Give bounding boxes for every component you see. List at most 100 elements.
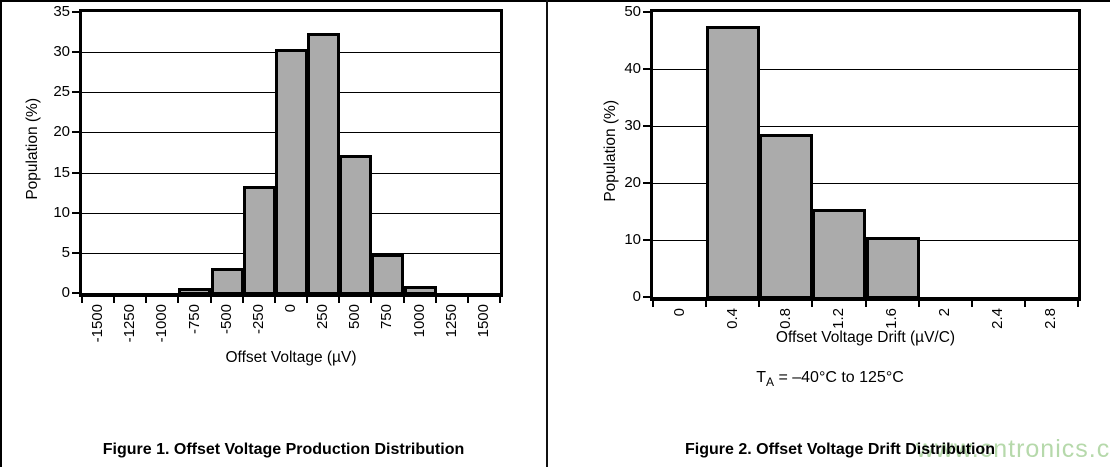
y-axis-tick [643,239,650,241]
histogram-bar [275,49,308,295]
histogram-bar [759,134,813,299]
x-tick-label: 0 [282,304,299,313]
histogram-bar [243,186,276,295]
y-tick-label: 10 [53,204,70,221]
y-axis-tick [72,172,79,174]
top-border-line [0,0,1110,2]
x-tick-label: -1500 [89,304,106,343]
histogram-bar [706,26,760,299]
figure2-caption: Figure 2. Offset Voltage Drift Distribut… [685,441,995,458]
figure1-y-axis-title: Population (%) [24,98,41,200]
left-border-line [0,0,2,467]
x-axis-tick [971,301,973,307]
figure2-temperature-condition: TA = –40°C to 125°C [600,369,1060,389]
y-axis-tick [72,212,79,214]
x-axis-tick [499,297,501,303]
x-axis-tick [370,297,372,303]
x-tick-label: 250 [314,304,331,330]
y-gridline [653,183,1078,184]
condition-value: = –40°C to 125°C [774,369,904,386]
x-tick-label: 0.8 [777,308,794,329]
figure1-x-axis-title: Offset Voltage (µV) [225,349,357,366]
y-tick-label: 35 [53,3,70,20]
x-axis-tick [274,297,276,303]
x-tick-label: 1.6 [883,308,900,329]
x-tick-label: -750 [186,304,203,335]
histogram-bar [339,155,372,295]
histogram-bar [404,286,437,295]
x-axis-tick [811,301,813,307]
x-axis-tick [1024,301,1026,307]
y-axis-tick [643,68,650,70]
histogram-bar [371,254,404,295]
y-axis-tick [643,11,650,13]
y-tick-label: 30 [53,43,70,60]
y-axis-tick [72,11,79,13]
y-tick-label: 10 [624,231,641,248]
y-axis-tick [72,91,79,93]
x-axis-tick [81,297,83,303]
histogram-bar [812,209,866,300]
histogram-bar [178,288,211,295]
x-axis-tick [338,297,340,303]
y-axis-tick [643,125,650,127]
y-tick-label: 30 [624,117,641,134]
x-tick-label: 1500 [475,304,492,338]
y-axis-tick [72,51,79,53]
x-tick-label: 2 [936,308,953,317]
x-tick-label: 2.4 [989,308,1006,329]
x-tick-label: 1000 [411,304,428,338]
y-gridline [653,69,1078,70]
x-axis-tick [210,297,212,303]
x-tick-label: 500 [346,304,363,330]
x-axis-tick [242,297,244,303]
y-tick-label: 50 [624,3,641,20]
x-axis-tick [705,301,707,307]
histogram-bar [866,237,920,299]
x-tick-label: -1250 [121,304,138,343]
condition-subscript: A [766,375,775,390]
y-tick-label: 20 [53,123,70,140]
x-axis-tick [145,297,147,303]
x-tick-label: -250 [250,304,267,335]
y-tick-label: 5 [61,244,70,261]
x-tick-label: -500 [218,304,235,335]
figure2-x-axis-title: Offset Voltage Drift (µV/C) [775,329,956,346]
x-axis-tick [467,297,469,303]
histogram-bar [211,268,244,295]
y-axis-tick [72,252,79,254]
x-axis-tick [918,301,920,307]
x-tick-label: 2.8 [1042,308,1059,329]
histogram-bar [307,33,340,295]
x-tick-label: 750 [378,304,395,330]
figure2-y-axis-title: Population (%) [602,100,619,202]
x-axis-tick [113,297,115,303]
x-axis-tick [758,301,760,307]
y-tick-label: 25 [53,83,70,100]
condition-symbol: T [756,369,766,386]
x-axis-tick [1077,301,1079,307]
x-axis-tick [652,301,654,307]
watermark-text: www.cntronics.com [916,435,1110,463]
x-tick-label: 0.4 [724,308,741,329]
y-tick-label: 0 [632,288,641,305]
y-axis-tick [643,182,650,184]
x-tick-label: 1.2 [830,308,847,329]
x-tick-label: 1250 [443,304,460,338]
y-tick-label: 15 [53,164,70,181]
y-tick-label: 20 [624,174,641,191]
y-gridline [653,126,1078,127]
y-tick-label: 40 [624,60,641,77]
x-axis-tick [177,297,179,303]
y-axis-tick [643,296,650,298]
x-axis-tick [403,297,405,303]
y-tick-label: 0 [61,284,70,301]
y-axis-tick [72,292,79,294]
y-axis-tick [72,131,79,133]
x-tick-label: -1000 [153,304,170,343]
x-axis-tick [865,301,867,307]
panel-divider-line [546,0,548,467]
x-axis-tick [306,297,308,303]
figure1-caption: Figure 1. Offset Voltage Production Dist… [102,441,465,458]
x-tick-label: 0 [671,308,688,317]
